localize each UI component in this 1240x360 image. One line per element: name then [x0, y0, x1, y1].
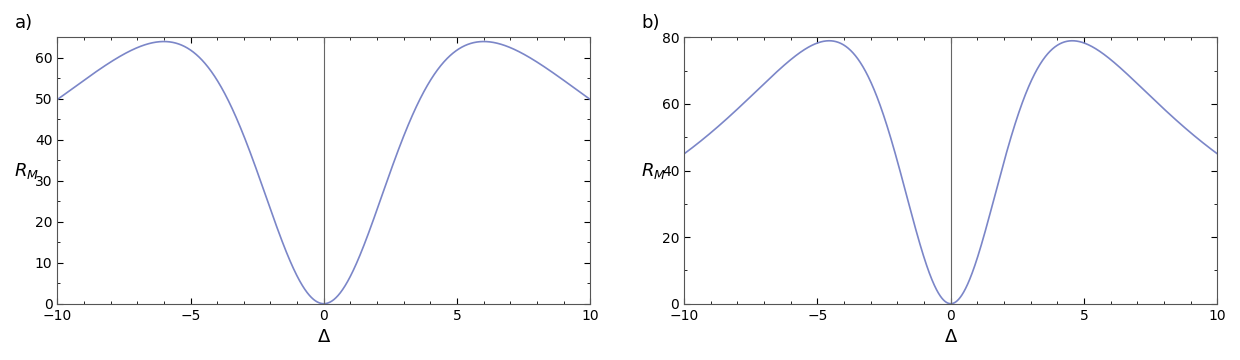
X-axis label: Δ: Δ [317, 328, 330, 346]
Y-axis label: $R_M$: $R_M$ [14, 161, 38, 181]
Text: a): a) [15, 14, 32, 32]
Text: b): b) [641, 14, 660, 32]
Y-axis label: $R_M$: $R_M$ [641, 161, 666, 181]
X-axis label: Δ: Δ [945, 328, 957, 346]
